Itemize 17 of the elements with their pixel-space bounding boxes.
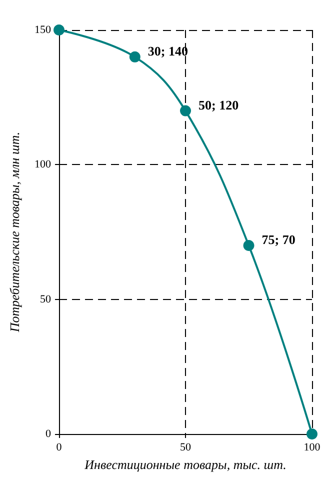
y-tick-label: 0 — [46, 428, 52, 440]
x-tick-label: 50 — [180, 442, 192, 454]
point — [54, 24, 64, 36]
annotation: 50; 120 — [198, 97, 239, 112]
y-tick-label: 150 — [34, 24, 52, 36]
point — [129, 51, 140, 62]
x-axis-title: Инвестиционные товары, тыс. шт. — [84, 456, 286, 472]
point — [180, 105, 191, 116]
point — [243, 240, 254, 251]
y-tick-label: 100 — [34, 158, 52, 171]
x-tick-label: 100 — [304, 442, 321, 454]
y-axis-title: Потребительские товары, млн шт. — [7, 132, 22, 334]
point — [306, 428, 318, 440]
x-tick-label: 0 — [56, 442, 62, 454]
annotation: 75; 70 — [262, 232, 296, 247]
annotation: 30; 140 — [148, 43, 188, 58]
y-tick-label: 50 — [40, 293, 52, 306]
